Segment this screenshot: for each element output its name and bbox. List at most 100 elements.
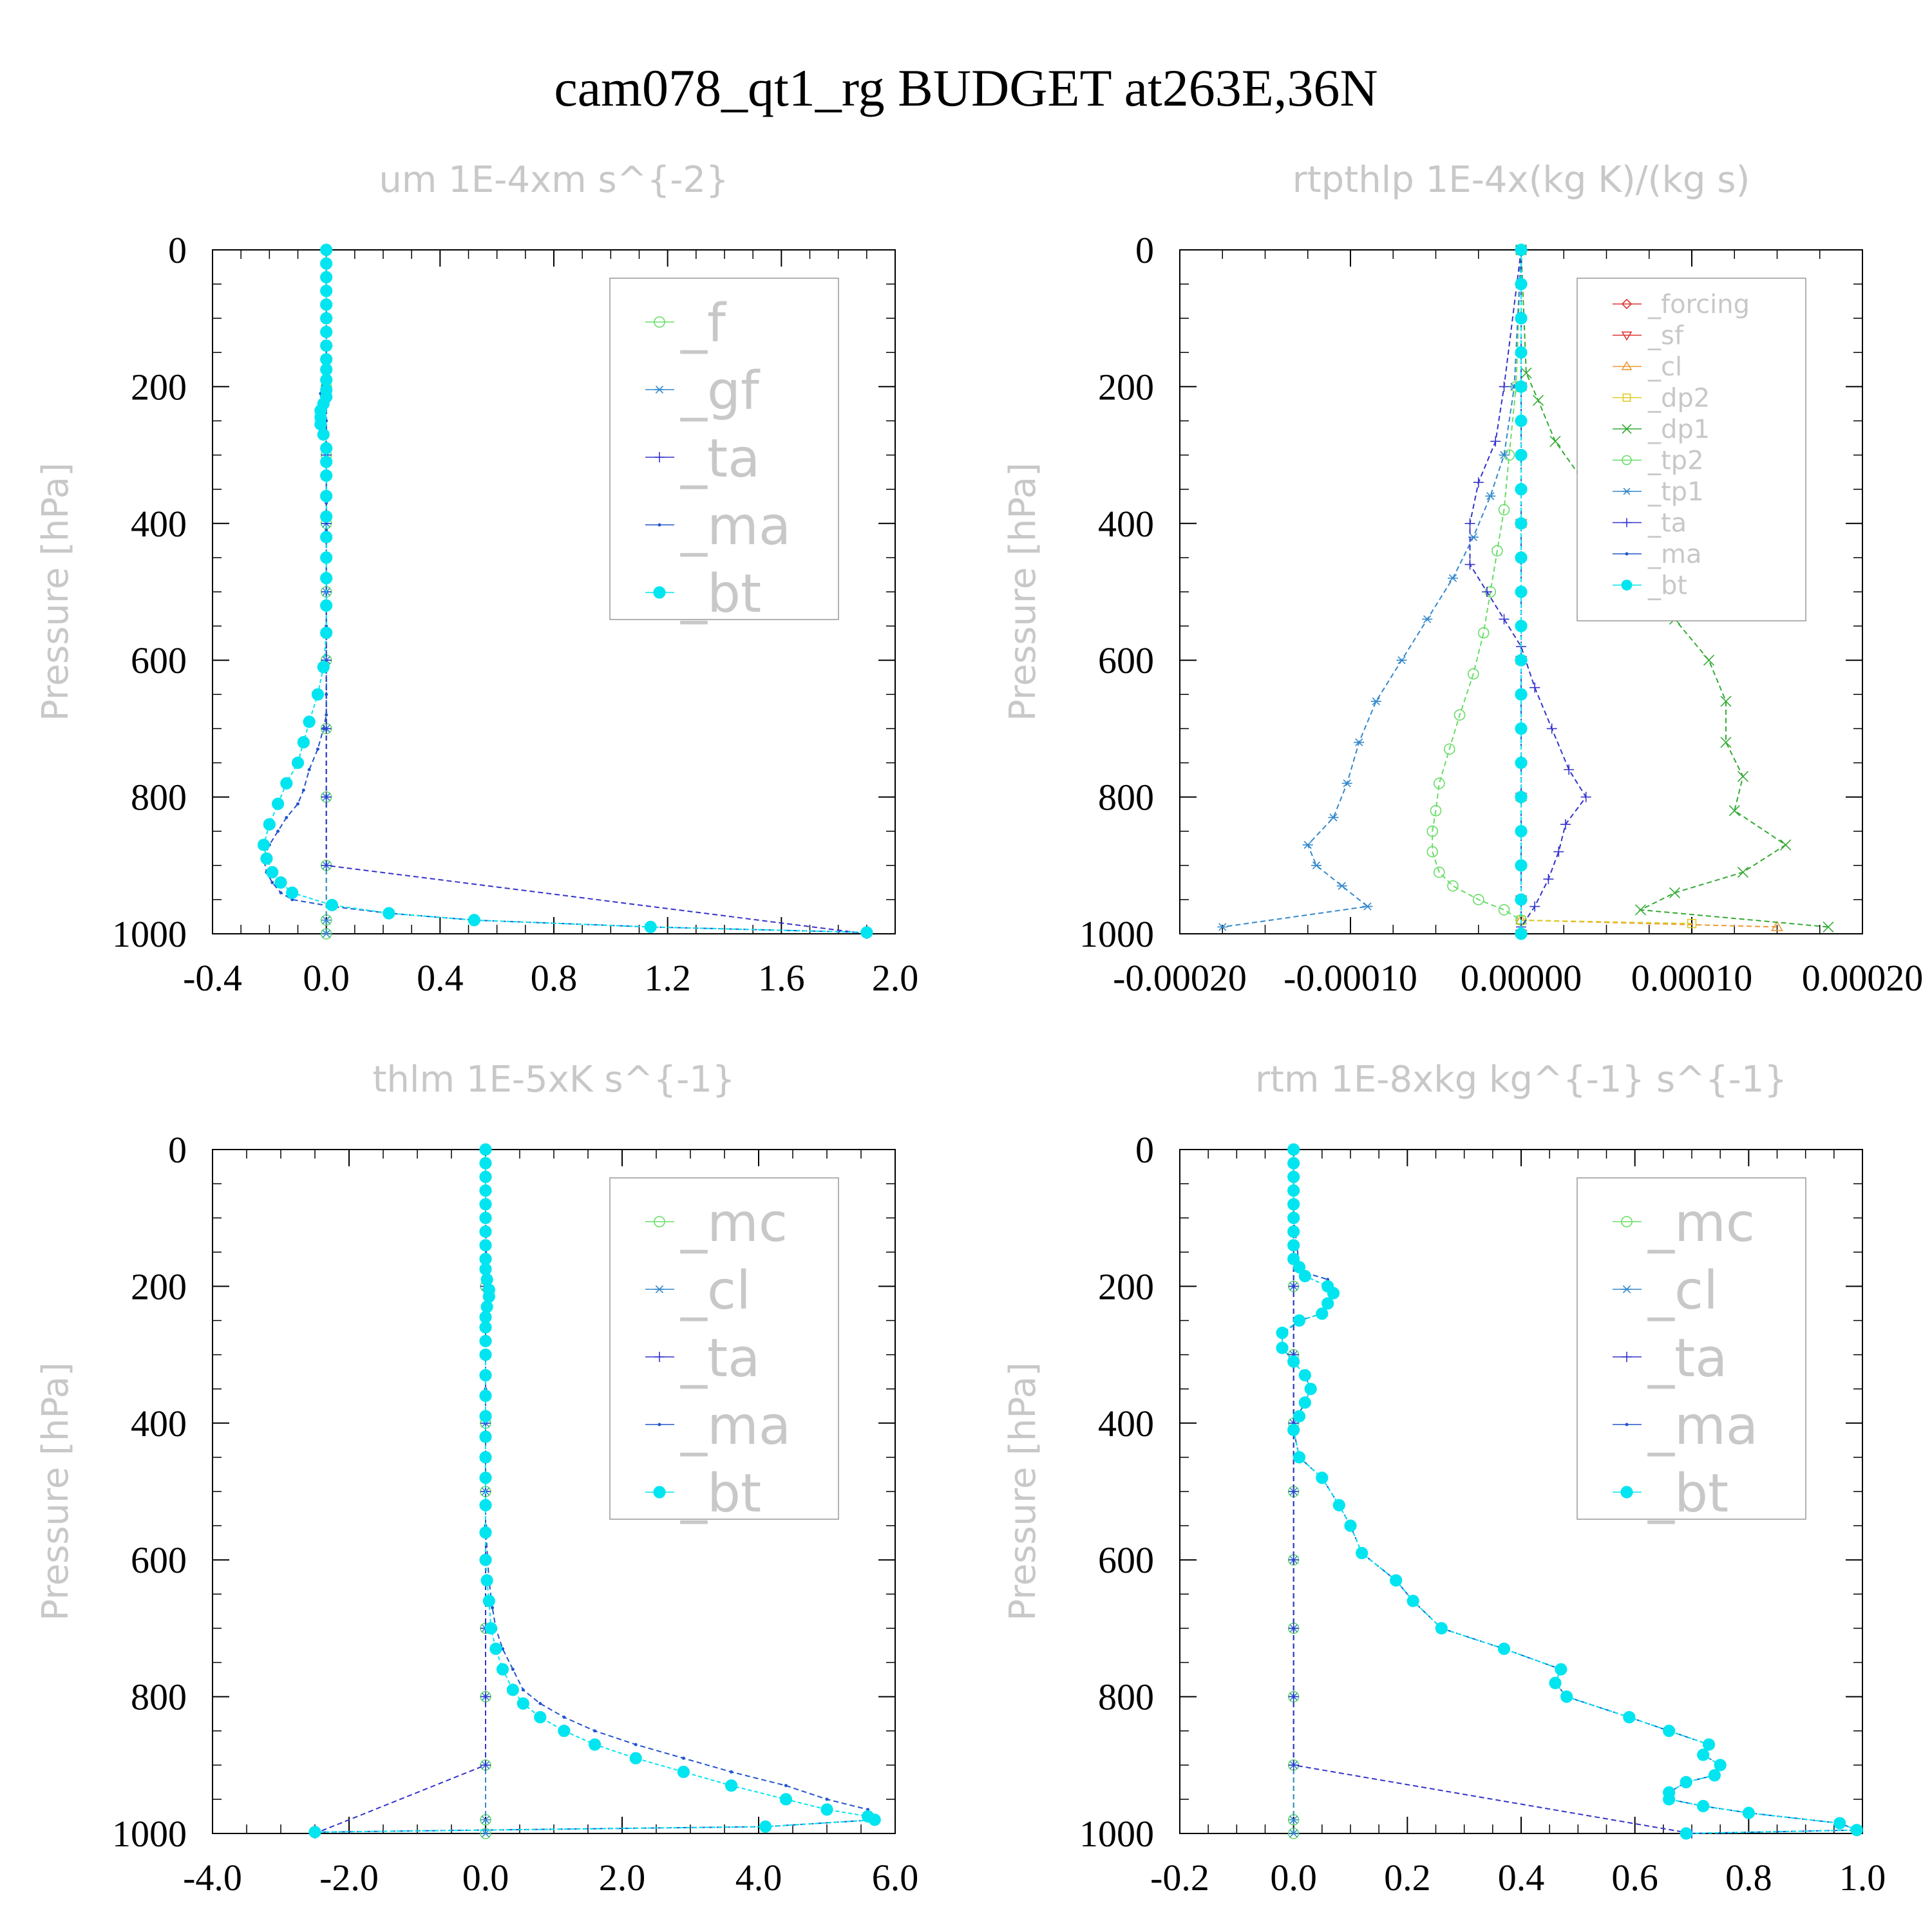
data-point (1532, 395, 1544, 406)
x-tick-label: 0.8 (531, 957, 578, 999)
data-point (479, 1526, 492, 1539)
data-point (1434, 866, 1445, 878)
data-point (479, 1321, 492, 1334)
data-point (303, 715, 316, 728)
legend: _mc_cl _ta _ma_bt (1577, 1177, 1806, 1524)
data-point (320, 363, 333, 376)
data-point (482, 1595, 495, 1607)
data-point (320, 442, 333, 455)
data-point (1515, 483, 1528, 496)
data-point (1515, 380, 1528, 393)
data-point (1468, 668, 1479, 680)
data-point (311, 688, 325, 701)
data-point (1288, 1555, 1299, 1566)
series-tp1 (1217, 245, 1526, 931)
data-point (489, 1642, 502, 1655)
data-point (325, 692, 328, 696)
data-point (479, 1334, 492, 1347)
data-point (1720, 696, 1732, 707)
data-point (1623, 1710, 1636, 1724)
y-tick-label: 800 (131, 1676, 187, 1718)
data-point (297, 736, 310, 749)
data-point (1555, 1663, 1567, 1676)
data-point (320, 551, 333, 564)
data-point (1515, 278, 1528, 290)
data-point (316, 747, 319, 751)
data-point (1823, 921, 1834, 933)
panel-1: um 1E-4xm s^{-2} Pressure [hPa] -0.4 0.0 0.4… (35, 159, 918, 999)
data-point (654, 316, 665, 328)
series-bt (308, 1143, 881, 1839)
data-point (1298, 1368, 1311, 1382)
data-point (1287, 1184, 1300, 1197)
data-point (1663, 1725, 1676, 1738)
series-bt (1276, 1143, 1863, 1840)
data-point (1621, 331, 1633, 341)
data-point (779, 1793, 792, 1806)
data-point (480, 1574, 493, 1587)
panel-2: rtpthlp 1E-4x(kg K)/(kg s) Pressure [hPa]… (1002, 159, 1923, 999)
data-point (1634, 904, 1647, 916)
data-point (1298, 1269, 1311, 1283)
data-point (1515, 414, 1528, 428)
x-tick-label: 0.6 (1611, 1857, 1658, 1899)
data-point (320, 298, 333, 311)
y-tick-label: 800 (1098, 777, 1154, 819)
legend-box (609, 278, 839, 620)
data-point (1435, 1622, 1448, 1634)
legend-label: _gf (680, 361, 761, 422)
data-point (1354, 738, 1365, 746)
data-point (279, 891, 283, 895)
legend-item: _f (645, 293, 727, 354)
legend-label: _mc (680, 1193, 788, 1254)
data-point (480, 1815, 491, 1824)
data-point (1622, 1285, 1632, 1294)
data-point (516, 1697, 529, 1710)
data-point (1390, 1574, 1403, 1587)
data-point (320, 285, 333, 298)
y-axis-label: Pressure [hPa] (1002, 462, 1044, 721)
data-point (479, 1389, 492, 1402)
legend: _f _gf_ta _ma _bt (609, 278, 839, 625)
series-bt (257, 243, 873, 939)
data-point (479, 1451, 492, 1464)
series-line (1222, 249, 1522, 928)
y-tick-label: 400 (1098, 1403, 1154, 1444)
legend-item: _cl (1613, 1260, 1718, 1321)
data-point (321, 929, 332, 938)
data-point (320, 510, 333, 523)
data-point (308, 1826, 321, 1839)
legend-label: _bt (680, 564, 761, 625)
data-point (1515, 620, 1528, 632)
data-point (730, 1770, 734, 1774)
data-point (479, 1368, 492, 1382)
legend-label: _cl (1647, 352, 1682, 382)
data-point (1344, 1519, 1357, 1532)
data-point (1288, 1691, 1299, 1702)
y-axis-label: Pressure [hPa] (35, 462, 77, 721)
legend-item: _tp1 (1613, 477, 1704, 507)
data-point (1499, 614, 1510, 625)
data-point (1316, 1307, 1329, 1320)
y-tick-label: 800 (1098, 1676, 1154, 1718)
data-point (1485, 492, 1496, 500)
data-point (1687, 918, 1697, 929)
data-point (1580, 791, 1591, 802)
data-point (1287, 1355, 1300, 1368)
y-tick-label: 0 (168, 229, 187, 271)
data-point (1622, 488, 1631, 495)
data-point (479, 1143, 492, 1156)
data-point (1288, 1281, 1299, 1292)
data-point (1714, 1759, 1727, 1772)
panel-title: thlm 1E-5xK s^{-1} (372, 1059, 735, 1101)
y-tick-label: 600 (1098, 639, 1154, 681)
data-point (1499, 381, 1510, 392)
data-point (496, 1663, 509, 1676)
data-point (1464, 518, 1475, 529)
data-point (1703, 654, 1715, 666)
data-point (1482, 587, 1492, 597)
data-point (479, 1211, 492, 1224)
series-line (314, 1150, 486, 1834)
